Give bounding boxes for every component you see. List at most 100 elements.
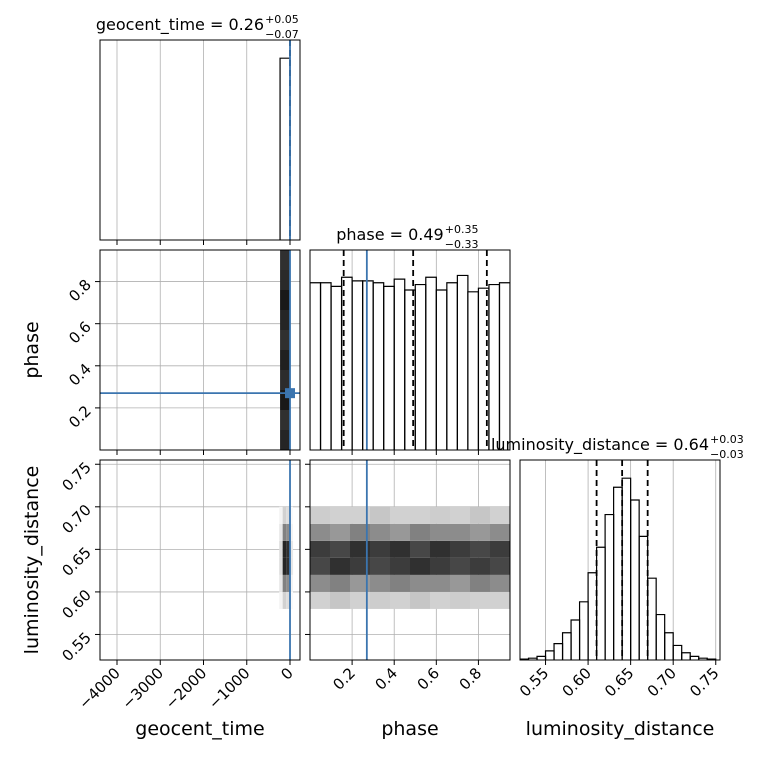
panel-frame bbox=[99, 249, 301, 451]
density-cell bbox=[282, 523, 287, 541]
density-cell bbox=[286, 540, 290, 558]
hist-step bbox=[456, 274, 469, 450]
density-cell bbox=[330, 557, 350, 575]
density-cell bbox=[350, 523, 370, 541]
x-tick-label: 0.60 bbox=[559, 664, 595, 700]
density-cell bbox=[390, 557, 410, 575]
density-cell bbox=[289, 506, 294, 524]
density-cell bbox=[286, 574, 290, 592]
panel-title: phase = 0.49 bbox=[336, 225, 443, 244]
density-cell bbox=[430, 557, 450, 575]
density-cell bbox=[470, 506, 490, 524]
hist-step bbox=[536, 655, 547, 660]
density-cell bbox=[279, 557, 283, 575]
x-tick-label: 0.2 bbox=[329, 664, 359, 694]
hist-step bbox=[681, 652, 691, 660]
density-cell bbox=[410, 574, 430, 592]
density-cell bbox=[280, 270, 291, 290]
density-cell bbox=[450, 557, 470, 575]
panel-frame bbox=[99, 459, 301, 661]
hist-step bbox=[604, 513, 615, 660]
density-cell bbox=[279, 523, 283, 541]
density-cell bbox=[390, 540, 410, 558]
hist-step bbox=[578, 601, 589, 660]
hist-step bbox=[330, 285, 343, 450]
hist-step bbox=[630, 499, 640, 660]
hist-step bbox=[351, 280, 364, 450]
density-cell bbox=[350, 591, 370, 609]
density-cell bbox=[310, 523, 330, 541]
x-tick-label: −1000 bbox=[205, 664, 254, 713]
density-cell bbox=[430, 506, 450, 524]
x-tick-label: 0.8 bbox=[456, 664, 486, 694]
panel bbox=[520, 460, 717, 660]
title-lower: −0.03 bbox=[710, 448, 744, 461]
density-cell bbox=[350, 574, 370, 592]
density-cell bbox=[450, 506, 470, 524]
density-cell bbox=[450, 591, 470, 609]
hist-step bbox=[393, 278, 406, 450]
density-cell bbox=[410, 591, 430, 609]
hist-step bbox=[467, 291, 480, 450]
density-cell bbox=[470, 540, 490, 558]
y-tick-label: 0.2 bbox=[65, 402, 95, 432]
hist-step bbox=[595, 546, 606, 660]
panel-title: luminosity_distance = 0.64 bbox=[491, 435, 709, 455]
hist-step bbox=[383, 285, 395, 450]
hist-step bbox=[435, 289, 448, 450]
hist-step bbox=[414, 283, 427, 450]
panel bbox=[100, 250, 300, 450]
hist-step bbox=[553, 643, 564, 660]
panel bbox=[310, 250, 510, 450]
hist-step bbox=[613, 486, 623, 660]
density-cell bbox=[450, 574, 470, 592]
density-cell bbox=[490, 591, 510, 609]
x-tick-label: 0.70 bbox=[644, 664, 680, 700]
x-tick-label: −2000 bbox=[162, 664, 211, 713]
density-cell bbox=[280, 290, 291, 310]
title-upper: +0.05 bbox=[265, 13, 299, 26]
title-lower: −0.33 bbox=[445, 238, 479, 251]
y-axis-label: luminosity_distance bbox=[21, 466, 43, 655]
density-cell bbox=[350, 557, 370, 575]
title-upper: +0.03 bbox=[710, 433, 744, 446]
hist-step bbox=[655, 613, 666, 660]
truth-marker bbox=[285, 388, 296, 399]
density-cell bbox=[370, 557, 390, 575]
panel bbox=[310, 460, 510, 660]
density-cell bbox=[410, 540, 430, 558]
density-cell bbox=[410, 506, 430, 524]
x-axis-label: geocent_time bbox=[135, 718, 264, 740]
density-cell bbox=[490, 506, 510, 524]
hist-step bbox=[372, 282, 385, 450]
density-cell bbox=[490, 574, 510, 592]
y-tick-label: 0.55 bbox=[58, 629, 94, 665]
density-cell bbox=[390, 506, 410, 524]
hist-step bbox=[425, 276, 437, 450]
density-cell bbox=[280, 330, 291, 350]
density-cell bbox=[289, 540, 294, 558]
density-cell bbox=[430, 574, 450, 592]
density-cell bbox=[286, 523, 290, 541]
hist-step bbox=[587, 572, 598, 660]
density-cell bbox=[280, 350, 291, 370]
hist-step bbox=[664, 632, 674, 660]
density-cell bbox=[279, 591, 283, 609]
density-cell bbox=[282, 540, 287, 558]
hist-step bbox=[672, 644, 683, 660]
x-tick-label: 0.6 bbox=[414, 664, 444, 694]
density-cell bbox=[279, 540, 283, 558]
x-axis-label: phase bbox=[381, 718, 438, 740]
density-cell bbox=[490, 540, 510, 558]
density-cell bbox=[310, 557, 330, 575]
hist-step bbox=[310, 282, 322, 450]
density-cell bbox=[282, 557, 287, 575]
hist-step bbox=[362, 280, 374, 450]
density-cell bbox=[330, 591, 350, 609]
density-cell bbox=[370, 523, 390, 541]
density-cell bbox=[280, 310, 291, 330]
panel-frame bbox=[309, 459, 511, 661]
panel-frame bbox=[309, 249, 511, 451]
y-tick-label: 0.4 bbox=[65, 360, 95, 390]
